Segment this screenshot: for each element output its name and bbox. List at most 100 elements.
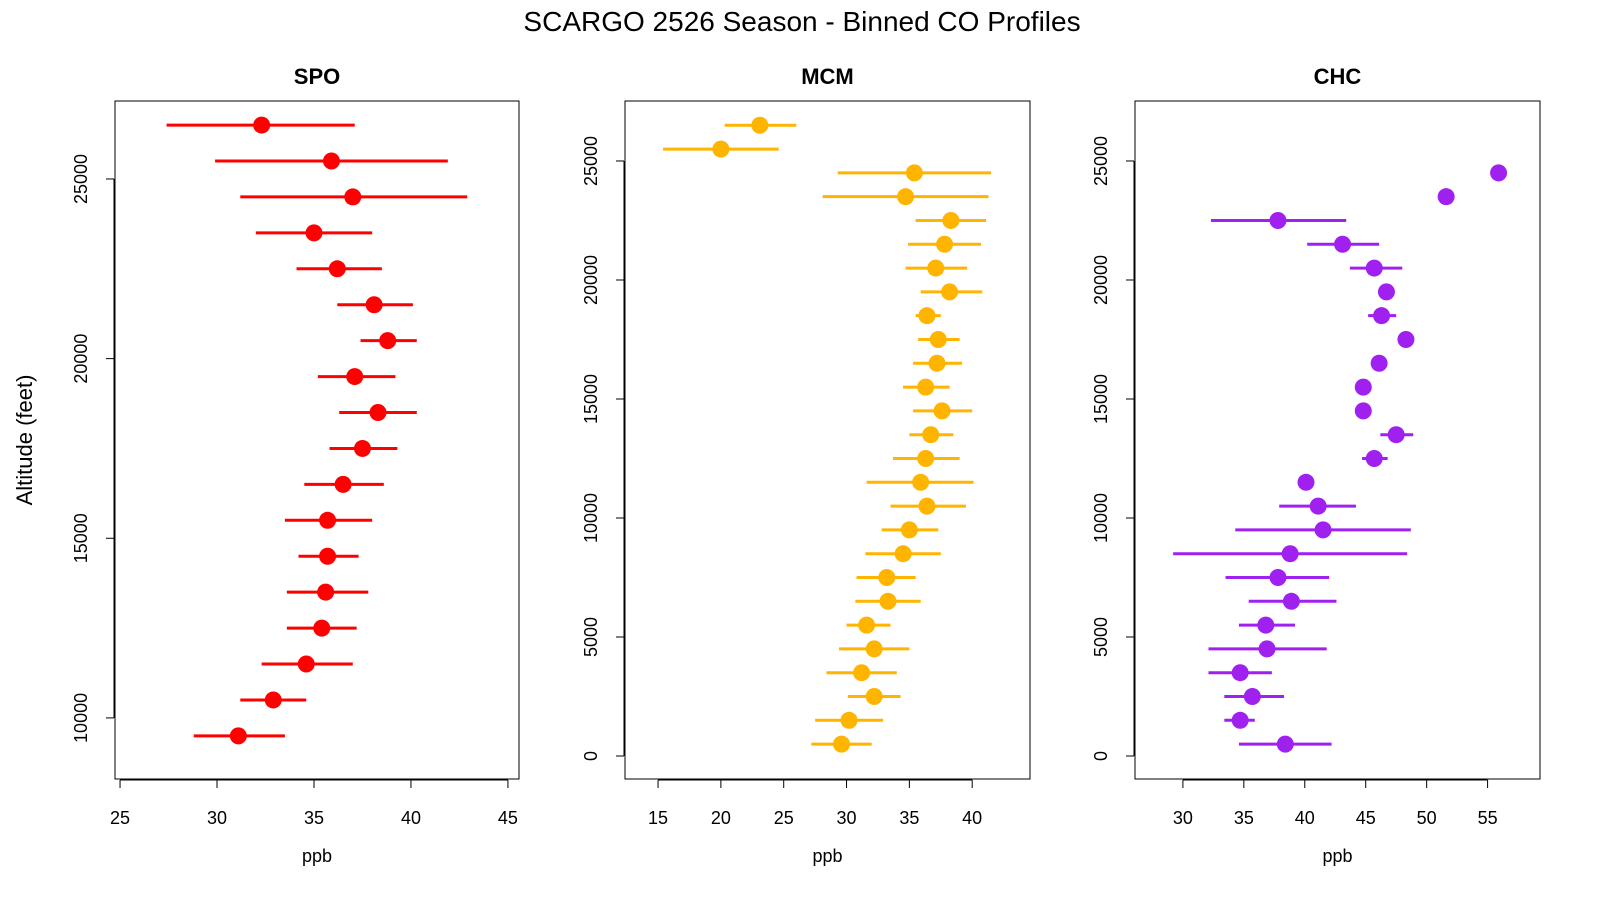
x-axis-label: ppb [1322,846,1352,866]
data-point [297,655,315,673]
data-points [663,116,992,753]
data-point [853,664,871,682]
y-axis: 0 5000 10000 15000 20000 25000 [1091,136,1135,761]
data-point [229,727,247,745]
data-point [894,545,912,563]
data-point [918,307,936,325]
x-tick-label: 30 [207,808,227,828]
data-point [927,259,945,277]
data-point [365,296,383,314]
data-points [1173,164,1508,753]
data-point [313,619,331,637]
x-tick-label: 30 [837,808,857,828]
x-axis-label: ppb [302,846,332,866]
data-point [1281,545,1299,563]
data-point [264,691,282,709]
data-point [1297,473,1315,491]
data-point [1334,235,1352,253]
data-point [317,583,335,601]
y-tick-label: 10000 [1091,493,1111,543]
x-tick-label: 35 [1234,808,1254,828]
y-tick-label: 20000 [71,334,91,384]
data-point [942,211,960,229]
y-tick-label: 10000 [581,493,601,543]
panel-title: CHC [1314,64,1362,89]
x-tick-label: 15 [648,808,668,828]
data-point [922,426,940,444]
data-point [322,152,340,170]
data-point [1269,211,1287,229]
plot-frame [114,100,520,780]
figure-title: SCARGO 2526 Season - Binned CO Profiles [523,6,1080,37]
data-point [1243,688,1261,706]
data-point [344,188,362,206]
plot-frame [1134,100,1541,780]
x-axis: 15 20 25 30 35 40 ppb [648,779,982,866]
y-tick-label: 0 [581,751,601,761]
data-point [936,235,954,253]
y-tick-label: 15000 [1091,374,1111,424]
data-point [929,330,947,348]
x-tick-label: 55 [1478,808,1498,828]
data-point [865,688,883,706]
y-tick-label: 25000 [71,154,91,204]
data-point [379,332,397,350]
x-tick-label: 30 [1173,808,1193,828]
y-tick-label: 10000 [71,693,91,743]
x-axis-label: ppb [812,846,842,866]
panel-title: MCM [801,64,854,89]
y-axis: 0 5000 10000 15000 20000 25000 [581,136,625,761]
y-tick-label: 5000 [581,617,601,657]
x-axis: 25 30 35 40 45 ppb [110,779,518,866]
data-point [319,511,337,529]
x-tick-label: 40 [962,808,982,828]
data-point [1257,616,1275,634]
y-tick-label: 20000 [581,255,601,305]
data-point [1373,307,1391,325]
data-point [751,116,769,134]
data-point [1387,426,1405,444]
data-point [328,260,346,278]
data-point [912,473,930,491]
data-point [369,404,387,422]
x-tick-label: 25 [774,808,794,828]
data-point [712,140,730,158]
data-point [1231,664,1249,682]
data-point [1354,378,1372,396]
plot-frame [624,100,1031,780]
data-point [858,616,876,634]
x-tick-label: 45 [1356,808,1376,828]
y-axis-label: Altitude (feet) [12,375,37,506]
data-point [1314,521,1332,539]
data-point [933,402,951,420]
data-point [878,568,896,586]
y-tick-label: 15000 [581,374,601,424]
data-point [1231,711,1249,729]
x-tick-label: 25 [110,808,130,828]
x-tick-label: 50 [1417,808,1437,828]
data-point [305,224,323,242]
panel-title: SPO [294,64,340,89]
data-point [918,497,936,515]
data-point [833,735,851,753]
data-point [1269,568,1287,586]
data-point [1365,259,1383,277]
data-point [941,283,959,301]
y-tick-label: 25000 [1091,136,1111,186]
data-point [1397,330,1415,348]
panel-chc: CHC 30 35 40 45 50 55 ppb 0 5000 10000 15000 20000 25… [1091,64,1541,866]
data-point [353,439,371,457]
panel-spo: SPO 25 30 35 40 45 ppb 10000 15000 20000 25000 Alti… [12,64,520,866]
x-tick-label: 40 [401,808,421,828]
data-point [1377,283,1395,301]
y-tick-label: 15000 [71,513,91,563]
data-point [917,449,935,467]
data-point [1276,735,1294,753]
data-point [840,711,858,729]
y-tick-label: 5000 [1091,617,1111,657]
data-point [346,368,364,386]
data-point [905,164,923,182]
data-point [1258,640,1276,658]
data-points [166,116,468,745]
